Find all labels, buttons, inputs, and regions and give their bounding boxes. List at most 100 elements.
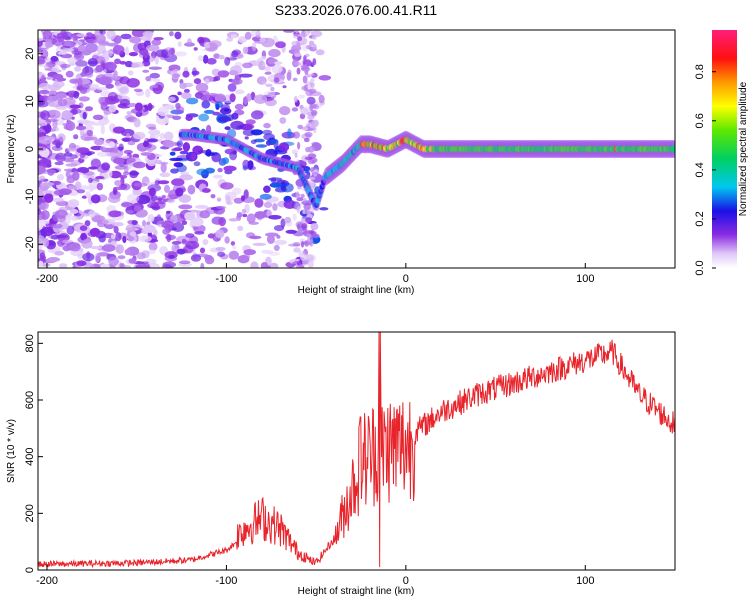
spectral-blob	[182, 142, 191, 152]
spectral-blob	[157, 180, 170, 185]
spectral-blob	[58, 188, 72, 195]
spectral-blob	[138, 235, 152, 243]
colorbar-tick-label: 0.2	[694, 211, 706, 226]
spectral-blob	[153, 200, 166, 210]
spectral-blob	[81, 238, 93, 249]
spectral-blob	[215, 229, 225, 239]
spectral-blob	[244, 31, 252, 40]
spectral-blob	[228, 250, 239, 260]
spectral-blob	[193, 47, 198, 51]
spectral-blob	[105, 83, 114, 89]
spectral-blob	[278, 142, 290, 152]
spectral-blob	[280, 218, 286, 228]
spectral-blob	[179, 150, 189, 155]
spectral-blob	[185, 115, 193, 121]
spectral-blob	[212, 174, 223, 179]
spectral-blob	[38, 175, 46, 182]
spectral-blob	[79, 86, 88, 94]
spectral-blob	[253, 138, 265, 143]
spectral-blob	[169, 31, 174, 37]
spectral-blob	[215, 246, 226, 252]
spectral-blob	[242, 213, 248, 218]
spectral-blob	[238, 36, 248, 44]
spectral-blob	[217, 251, 226, 257]
spectral-blob	[94, 138, 104, 146]
spectral-blob	[194, 204, 209, 209]
spectral-blob	[56, 234, 68, 239]
y-tick-label: 0	[24, 146, 36, 152]
spectral-blob	[154, 180, 160, 186]
spectral-blob	[167, 199, 176, 204]
spectral-blob	[210, 194, 216, 199]
spectral-blob	[82, 252, 95, 262]
spectral-blob	[216, 197, 222, 202]
spectral-blob	[142, 49, 149, 58]
spectral-blob	[311, 35, 317, 40]
spectral-blob	[298, 227, 303, 233]
y-tick-label: -20	[24, 236, 36, 252]
spectral-blob	[55, 152, 66, 163]
spectral-blob	[183, 88, 190, 93]
spectral-blob	[108, 141, 116, 148]
spectral-blob	[65, 163, 78, 167]
spectral-blob	[250, 129, 263, 136]
spectral-blob	[52, 126, 60, 132]
spectral-blob	[196, 90, 210, 96]
spectral-blob	[222, 157, 230, 165]
spectral-blob	[162, 140, 175, 148]
spectral-blob	[55, 92, 67, 99]
spectral-blob	[40, 110, 50, 121]
spectral-blob	[120, 33, 132, 40]
spectral-blob	[118, 143, 124, 152]
spectral-blob	[298, 264, 305, 268]
spectral-blob	[297, 141, 301, 150]
spectral-blob	[42, 30, 53, 40]
spectral-blob	[308, 40, 315, 47]
x-tick-label: 0	[403, 273, 409, 285]
spectral-blob	[157, 106, 169, 117]
spectral-blob	[199, 247, 206, 254]
spectral-blob	[132, 161, 146, 169]
spectral-blob	[147, 138, 158, 143]
spectral-blob	[224, 126, 231, 131]
y-tick-label: 200	[24, 504, 36, 522]
spectral-blob	[184, 211, 196, 221]
colorbar-tick-label: 0.8	[694, 64, 706, 79]
spectral-blob	[82, 111, 87, 120]
spectral-blob	[154, 56, 159, 65]
spectral-blob	[200, 94, 215, 102]
spectral-blob	[171, 241, 182, 245]
spectral-blob	[132, 153, 140, 159]
spectral-blob	[166, 210, 171, 214]
colorbar-ticks: 0.0 0.2 0.4 0.6 0.8	[694, 64, 716, 276]
spectral-blob	[76, 33, 88, 38]
spectral-blob	[202, 239, 209, 246]
spectral-blob	[297, 124, 304, 130]
spectral-blob	[121, 155, 130, 159]
spectral-blob	[294, 30, 300, 34]
spectral-blob	[265, 98, 277, 107]
spectral-blob	[119, 86, 130, 95]
spectral-blob	[307, 230, 314, 235]
spectral-blob	[110, 234, 116, 240]
spectral-blob	[303, 202, 312, 211]
spectral-blob	[187, 38, 192, 46]
spectral-blob	[259, 37, 266, 44]
spectral-blob	[231, 245, 237, 250]
spectral-blob	[260, 262, 268, 268]
spectral-blob	[208, 40, 222, 48]
spectral-blob	[38, 235, 45, 243]
spectral-blob	[241, 208, 247, 214]
spectral-blob	[232, 187, 242, 195]
spectrogram-y-ticks: -20 -10 0 10 20	[24, 48, 43, 252]
spectral-blob	[85, 32, 93, 37]
spectral-blob	[244, 136, 249, 140]
spectral-blob	[125, 224, 136, 232]
spectral-blob	[84, 136, 98, 141]
spectral-blob	[145, 75, 152, 82]
spectral-blob	[50, 55, 58, 62]
spectral-blob	[282, 85, 287, 89]
spectral-blob	[171, 178, 185, 187]
spectral-blob	[38, 240, 43, 250]
spectral-blob	[200, 262, 205, 268]
